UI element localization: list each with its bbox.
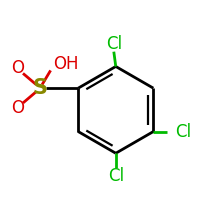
Text: S: S: [32, 78, 47, 98]
Text: OH: OH: [54, 55, 79, 73]
Text: Cl: Cl: [175, 123, 191, 141]
Text: Cl: Cl: [108, 167, 124, 185]
Text: O: O: [12, 99, 25, 117]
Text: Cl: Cl: [106, 35, 122, 53]
Text: O: O: [12, 59, 25, 77]
